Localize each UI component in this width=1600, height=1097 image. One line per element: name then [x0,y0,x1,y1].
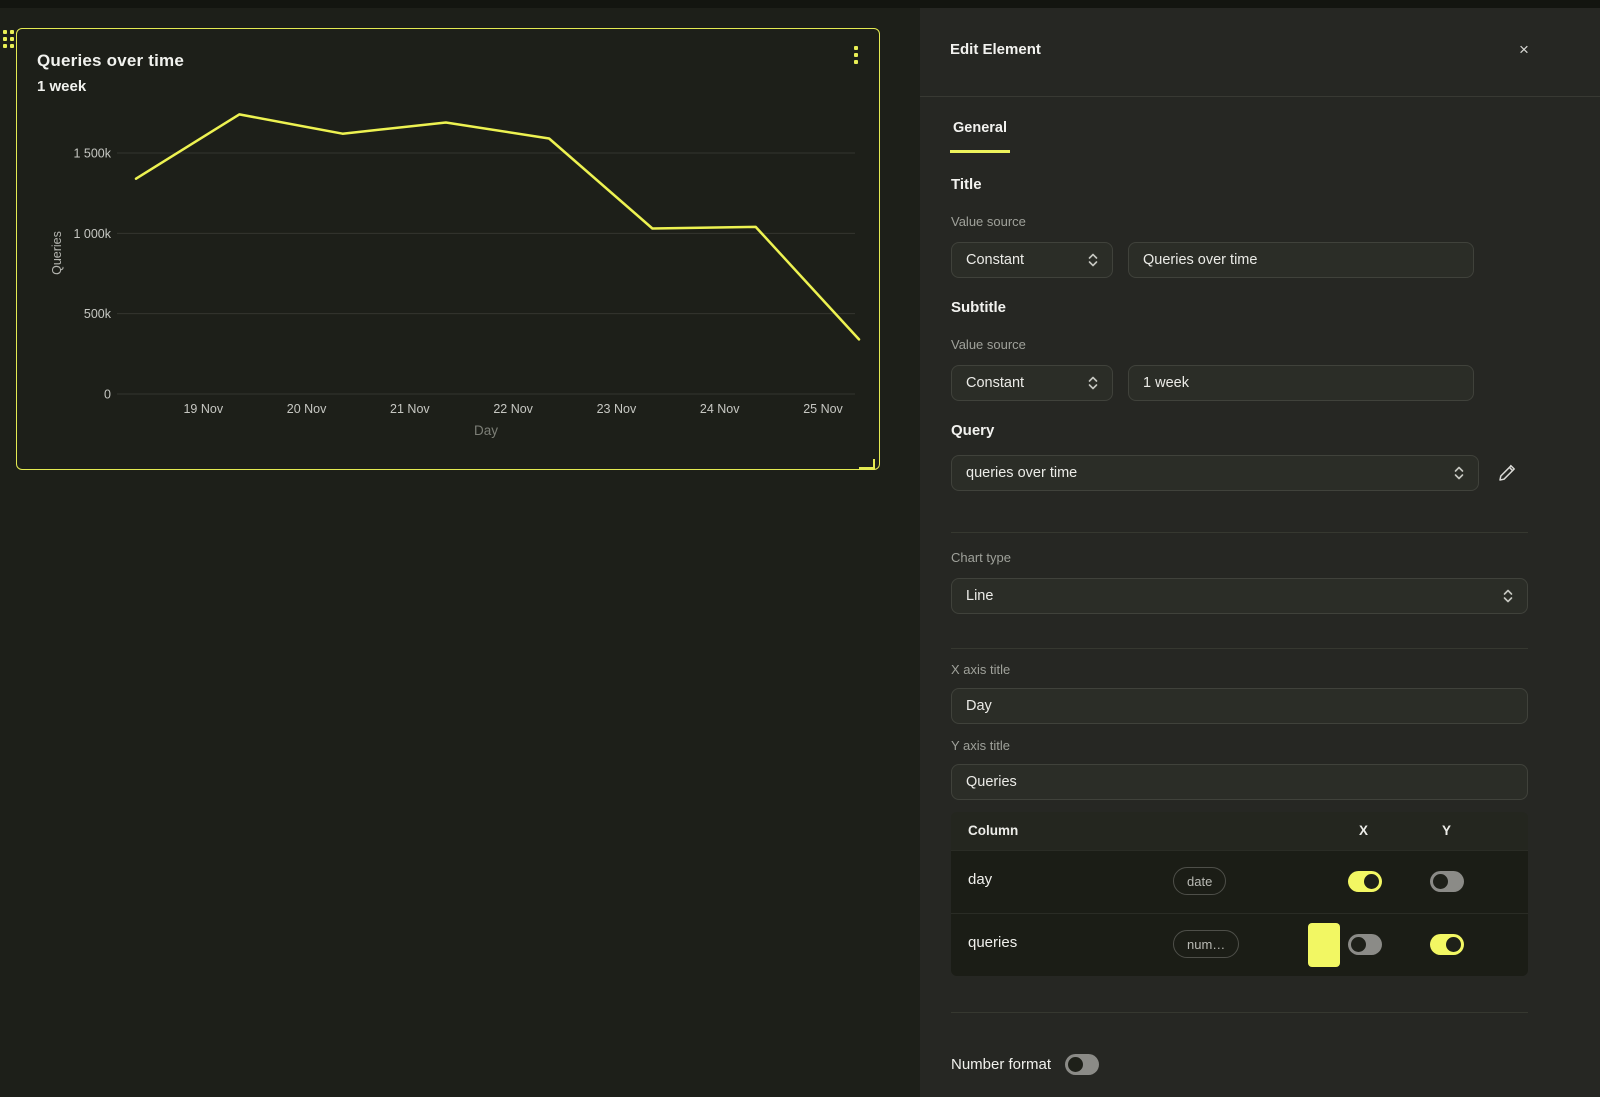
chart-card[interactable]: 0 500k 1 000k 1 500k 19 Nov 20 Nov 21 Nov 22 No… [16,28,880,470]
x-tick-label: 20 Nov [287,402,327,416]
chart-type-label: Chart type [951,550,1011,565]
x-tick-label: 23 Nov [597,402,637,416]
toggle-knob [1351,937,1366,952]
x-axis-title-text: Day [966,698,992,714]
drag-handle-icon[interactable] [3,30,15,52]
y-axis-title: Queries [50,231,64,275]
columns-table-body: day date queries num… [951,850,1528,976]
title-section-heading: Title [951,176,982,193]
column-name: day [968,871,993,888]
x-axis-title-label: X axis title [951,662,1011,677]
x-toggle[interactable] [1348,934,1382,955]
chevron-updown-icon [1454,466,1464,480]
line-chart-svg: 0 500k 1 000k 1 500k 19 Nov 20 Nov 21 Nov 22 No… [50,113,861,438]
y-toggle[interactable] [1430,934,1464,955]
x-header: X [1359,823,1369,838]
title-value-source-label: Value source [951,214,1026,229]
x-tick-label: 25 Nov [803,402,843,416]
column-type-badge: num… [1173,930,1240,958]
panel-header: Edit Element × [920,8,1600,97]
title-source-select[interactable]: Constant [951,242,1113,278]
subtitle-source-value: Constant [966,375,1025,391]
close-icon[interactable]: × [1519,40,1529,59]
query-select-value: queries over time [966,465,1078,481]
y-tick-label: 1 500k [73,147,111,161]
card-menu-kebab-icon[interactable] [849,43,863,67]
x-tick-label: 22 Nov [493,402,533,416]
chevron-updown-icon [1088,253,1098,267]
column-header: Column [968,823,1019,838]
series-color-swatch[interactable] [1308,923,1340,967]
table-row: day date [951,850,1528,913]
query-section-heading: Query [951,422,995,439]
queries-line-series [134,113,861,341]
toggle-knob [1068,1057,1084,1072]
edit-element-panel: Edit Element × General Title Value sourc… [920,8,1600,1097]
table-row: queries num… [951,913,1528,976]
subtitle-source-select[interactable]: Constant [951,365,1113,401]
chart-subtitle: 1 week [37,78,87,95]
chevron-updown-icon [1088,376,1098,390]
x-tick-label: 19 Nov [183,402,223,416]
number-format-label: Number format [951,1056,1052,1073]
column-type-badge: date [1173,867,1227,895]
top-bar [0,0,1600,8]
y-header: Y [1442,823,1452,838]
tab-general[interactable]: General [950,120,1010,153]
y-axis-title-label: Y axis title [951,738,1011,753]
divider [951,532,1528,533]
chevron-updown-icon [1503,589,1513,603]
divider [951,648,1528,649]
toggle-knob [1446,937,1461,952]
number-format-toggle[interactable] [1065,1054,1100,1075]
subtitle-value-text: 1 week [1143,375,1189,391]
subtitle-value-source-label: Value source [951,337,1026,352]
y-tick-label: 1 000k [73,227,111,241]
columns-table: Column X Y day date queries num… [951,812,1528,976]
toggle-knob [1364,874,1379,889]
y-axis-title-text: Queries [966,774,1017,790]
x-axis-title: Day [474,423,498,438]
number-format-row: Number format [951,1054,1100,1075]
divider [951,1012,1528,1013]
x-tick-label: 24 Nov [700,402,740,416]
subtitle-section-heading: Subtitle [951,299,1006,316]
edit-query-pencil-icon[interactable] [1496,462,1518,484]
chart-type-select[interactable]: Line [951,578,1528,614]
x-axis-title-input[interactable]: Day [951,688,1528,724]
y-tick-label: 500k [84,307,112,321]
x-tick-label: 21 Nov [390,402,430,416]
chart-type-value: Line [966,588,994,604]
title-value-text: Queries over time [1143,252,1258,268]
y-toggle[interactable] [1430,871,1464,892]
column-name: queries [968,934,1018,951]
query-select[interactable]: queries over time [951,455,1479,491]
y-axis-title-input[interactable]: Queries [951,764,1528,800]
title-source-value: Constant [966,252,1025,268]
resize-handle-icon[interactable] [859,459,875,469]
panel-title: Edit Element [950,41,1041,58]
toggle-knob [1433,874,1448,889]
columns-table-header: Column X Y [951,812,1528,850]
x-toggle[interactable] [1348,871,1382,892]
y-tick-label: 0 [104,388,111,402]
title-value-input[interactable]: Queries over time [1128,242,1474,278]
subtitle-value-input[interactable]: 1 week [1128,365,1474,401]
chart-title: Queries over time [37,51,185,70]
